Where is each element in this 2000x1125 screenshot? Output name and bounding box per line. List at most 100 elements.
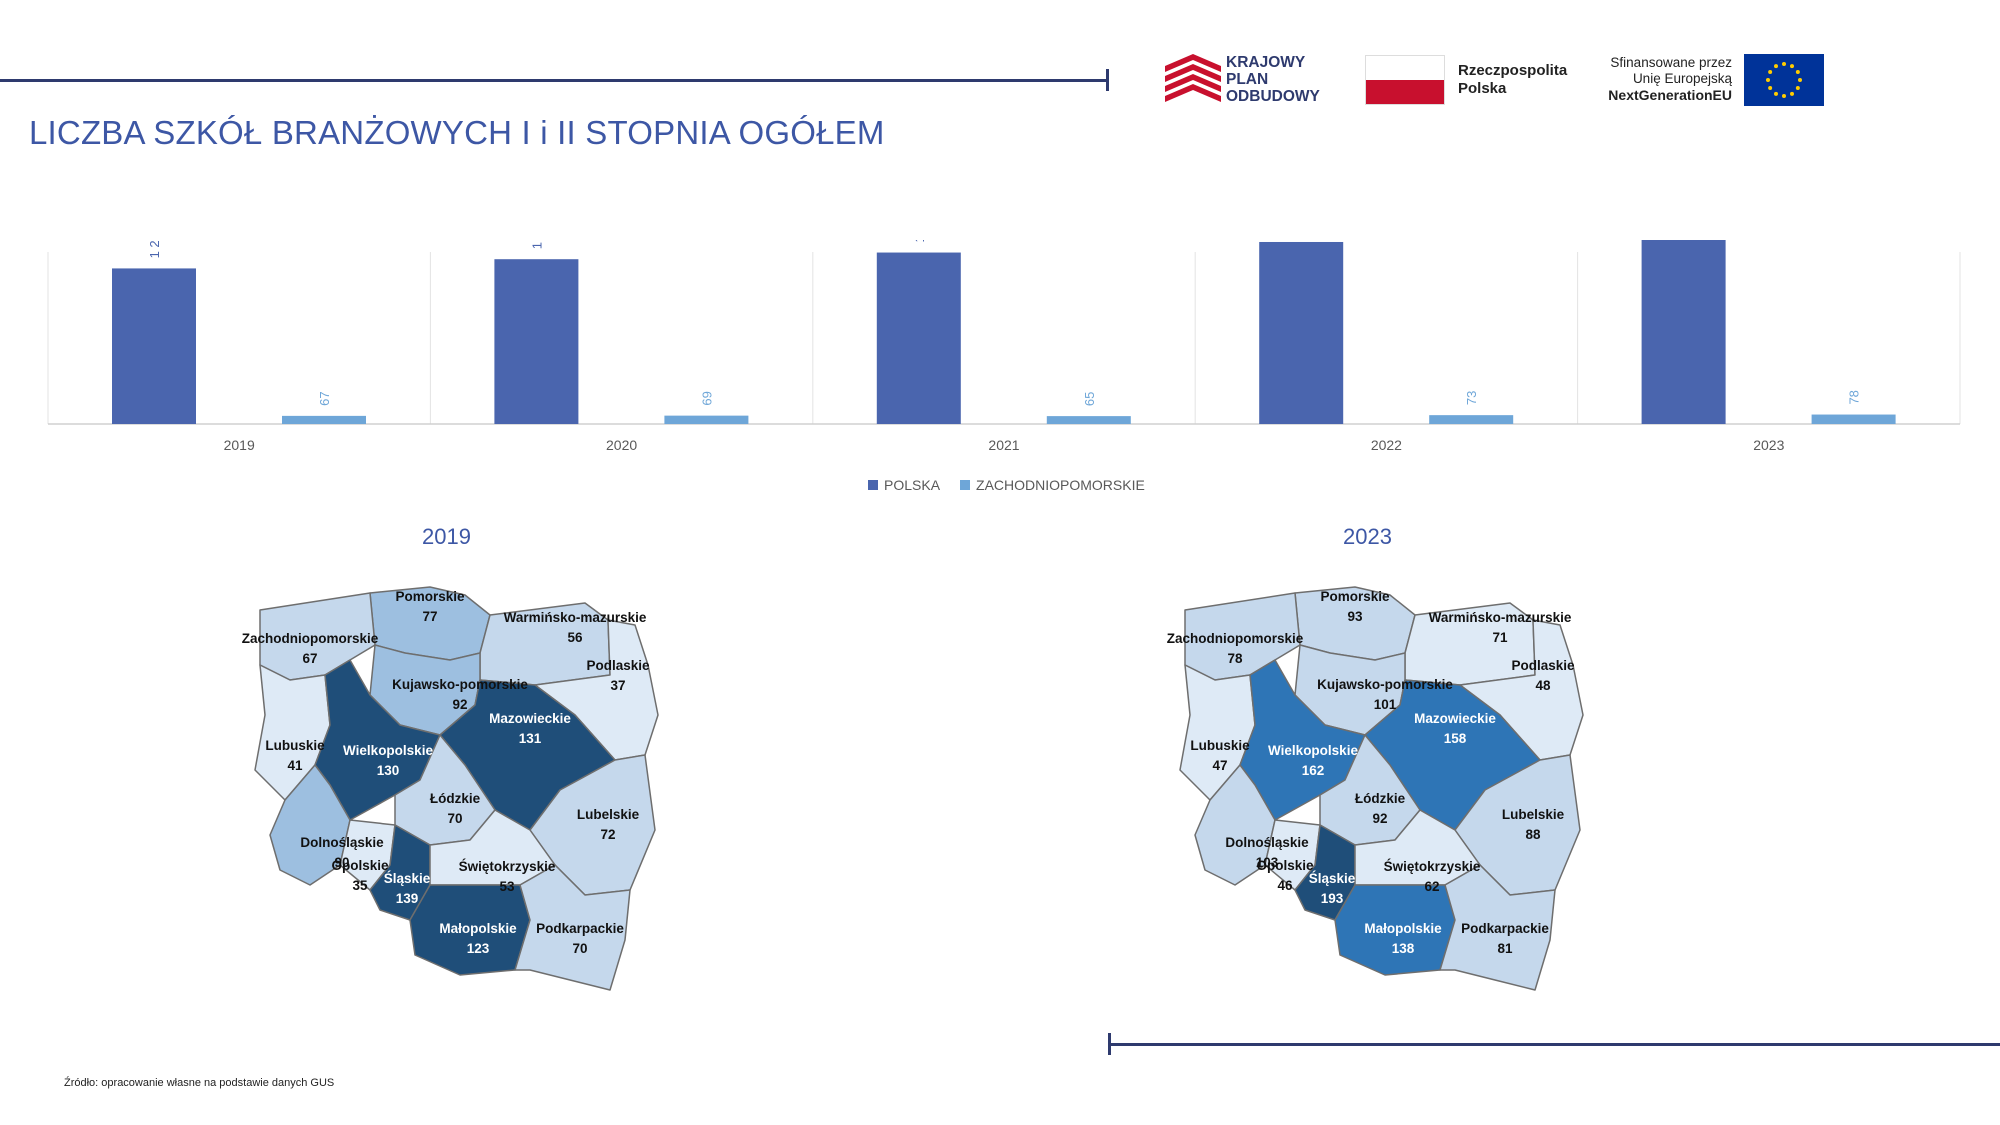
region-value-wielkopolskie: 162 bbox=[1302, 763, 1325, 778]
legend-swatch-polska bbox=[868, 480, 878, 490]
rp-logo-text: Rzeczpospolita Polska bbox=[1458, 62, 1568, 97]
region-label-śląskie: Śląskie bbox=[1309, 871, 1356, 886]
bar-zachodniopomorskie-2019 bbox=[282, 415, 366, 424]
kpo-logo-text: KRAJOWY PLAN ODBUDOWY bbox=[1226, 54, 1320, 105]
data-label: 69 bbox=[699, 391, 714, 405]
region-label-dolnośląskie: Dolnośląskie bbox=[1225, 835, 1309, 850]
region-label-warmińsko-mazurskie: Warmińsko-mazurskie bbox=[504, 610, 647, 625]
region-label-podlaskie: Podlaskie bbox=[1511, 658, 1575, 673]
bar-zachodniopomorskie-2022 bbox=[1429, 415, 1514, 424]
bar-polska-2021 bbox=[876, 252, 961, 424]
region-value-kujawsko-pomorskie: 92 bbox=[452, 697, 467, 712]
bar-polska-2023 bbox=[1641, 240, 1726, 424]
region-value-opolskie: 35 bbox=[352, 878, 368, 893]
region-value-pomorskie: 93 bbox=[1347, 609, 1363, 624]
legend-swatch-zachodniopomorskie bbox=[960, 480, 971, 490]
bar-polska-2022 bbox=[1259, 241, 1344, 424]
region-label-mazowieckie: Mazowieckie bbox=[489, 711, 571, 726]
region-label-mazowieckie: Mazowieckie bbox=[1414, 711, 1496, 726]
legend-item-polska: POLSKA bbox=[868, 477, 940, 493]
bar-zachodniopomorskie-2021 bbox=[1046, 416, 1131, 424]
region-label-małopolskie: Małopolskie bbox=[439, 921, 517, 936]
bar-zachodniopomorskie-2020 bbox=[664, 415, 749, 424]
region-value-lubelskie: 88 bbox=[1525, 827, 1541, 842]
region-value-lubelskie: 72 bbox=[600, 827, 615, 842]
region-value-zachodniopomorskie: 67 bbox=[302, 651, 317, 666]
region-label-kujawsko-pomorskie: Kujawsko-pomorskie bbox=[1317, 677, 1453, 692]
region-value-łódzkie: 70 bbox=[447, 811, 462, 826]
eu-flag-icon bbox=[1744, 54, 1824, 106]
map-2023: Pomorskie 93 Warmińsko-mazurskie 71 Zachodni… bbox=[1167, 586, 1584, 991]
data-label: 1 414 bbox=[912, 240, 927, 243]
region-value-mazowieckie: 131 bbox=[519, 731, 542, 746]
region-value-świętokrzyskie: 53 bbox=[499, 879, 515, 894]
chart-legend: POLSKA ZACHODNIOPOMORSKIE bbox=[868, 477, 1145, 493]
bar-polska-2019 bbox=[112, 268, 196, 424]
region-value-śląskie: 193 bbox=[1321, 891, 1344, 906]
region-label-lubelskie: Lubelskie bbox=[1502, 807, 1565, 822]
legend-label-zachodniopomorskie: ZACHODNIOPOMORSKIE bbox=[976, 477, 1145, 493]
region-label-wielkopolskie: Wielkopolskie bbox=[343, 743, 433, 758]
region-label-wielkopolskie: Wielkopolskie bbox=[1268, 743, 1358, 758]
region-value-warmińsko-mazurskie: 56 bbox=[567, 630, 583, 645]
region-value-lubuskie: 41 bbox=[287, 758, 303, 773]
x-tick-label: 2020 bbox=[606, 437, 637, 453]
region-value-świętokrzyskie: 62 bbox=[1424, 879, 1439, 894]
region-value-dolnośląskie: 90 bbox=[334, 855, 349, 870]
region-label-lubuskie: Lubuskie bbox=[265, 738, 325, 753]
region-label-dolnośląskie: Dolnośląskie bbox=[300, 835, 384, 850]
region-label-łódzkie: Łódzkie bbox=[1355, 791, 1406, 806]
region-value-kujawsko-pomorskie: 101 bbox=[1374, 697, 1397, 712]
bar-polska-2020 bbox=[494, 259, 579, 424]
region-value-warmińsko-mazurskie: 71 bbox=[1492, 630, 1508, 645]
region-value-pomorskie: 77 bbox=[422, 609, 437, 624]
legend-label-polska: POLSKA bbox=[884, 477, 941, 493]
region-value-małopolskie: 138 bbox=[1392, 941, 1415, 956]
data-label: 1 359 bbox=[529, 240, 544, 249]
region-value-podkarpackie: 81 bbox=[1497, 941, 1513, 956]
region-value-wielkopolskie: 130 bbox=[377, 763, 400, 778]
region-label-łódzkie: Łódzkie bbox=[430, 791, 481, 806]
region-label-zachodniopomorskie: Zachodniopomorskie bbox=[242, 631, 379, 646]
region-label-lubelskie: Lubelskie bbox=[577, 807, 640, 822]
region-label-opolskie: Opolskie bbox=[1256, 858, 1314, 873]
region-value-dolnośląskie: 103 bbox=[1256, 855, 1279, 870]
region-label-podlaskie: Podlaskie bbox=[586, 658, 650, 673]
bar-chart: 1 2836720191 3596920201 4146520211 50173… bbox=[47, 240, 1961, 453]
bar-zachodniopomorskie-2023 bbox=[1811, 414, 1896, 424]
map-title-2019: 2019 bbox=[422, 524, 471, 549]
header-rule-end bbox=[1106, 69, 1109, 91]
region-label-warmińsko-mazurskie: Warmińsko-mazurskie bbox=[1429, 610, 1572, 625]
region-label-małopolskie: Małopolskie bbox=[1364, 921, 1442, 936]
region-value-mazowieckie: 158 bbox=[1444, 731, 1467, 746]
region-label-pomorskie: Pomorskie bbox=[395, 589, 465, 604]
data-label: 73 bbox=[1464, 391, 1479, 405]
region-label-świętokrzyskie: Świętokrzyskie bbox=[1384, 859, 1481, 874]
map-title-2023: 2023 bbox=[1343, 524, 1392, 549]
region-value-podkarpackie: 70 bbox=[572, 941, 587, 956]
region-value-łódzkie: 92 bbox=[1372, 811, 1387, 826]
data-label: 78 bbox=[1847, 390, 1862, 404]
region-value-podlaskie: 48 bbox=[1535, 678, 1551, 693]
region-podkarpackie bbox=[514, 864, 631, 991]
region-label-zachodniopomorskie: Zachodniopomorskie bbox=[1167, 631, 1304, 646]
footer-rule bbox=[1108, 1043, 2000, 1046]
page-title: LICZBA SZKÓŁ BRANŻOWYCH I i II STOPNIA O… bbox=[29, 114, 885, 151]
region-label-podkarpackie: Podkarpackie bbox=[536, 921, 624, 936]
region-value-śląskie: 139 bbox=[396, 891, 419, 906]
region-label-lubuskie: Lubuskie bbox=[1190, 738, 1250, 753]
region-value-małopolskie: 123 bbox=[467, 941, 490, 956]
region-label-opolskie: Opolskie bbox=[331, 858, 389, 873]
x-tick-label: 2023 bbox=[1753, 437, 1784, 453]
legend-item-zachodniopomorskie: ZACHODNIOPOMORSKIE bbox=[960, 477, 1145, 493]
header-rule bbox=[0, 79, 1108, 82]
polish-flag-icon bbox=[1365, 55, 1445, 105]
kpo-logo-icon bbox=[1165, 54, 1221, 102]
region-value-zachodniopomorskie: 78 bbox=[1227, 651, 1243, 666]
region-podkarpackie bbox=[1439, 864, 1556, 991]
data-label: 65 bbox=[1082, 392, 1097, 406]
region-value-podlaskie: 37 bbox=[610, 678, 625, 693]
x-tick-label: 2022 bbox=[1371, 437, 1402, 453]
eu-logo-text: Sfinansowane przez Unię Europejską NextG… bbox=[1608, 55, 1732, 103]
data-label: 67 bbox=[317, 391, 332, 405]
